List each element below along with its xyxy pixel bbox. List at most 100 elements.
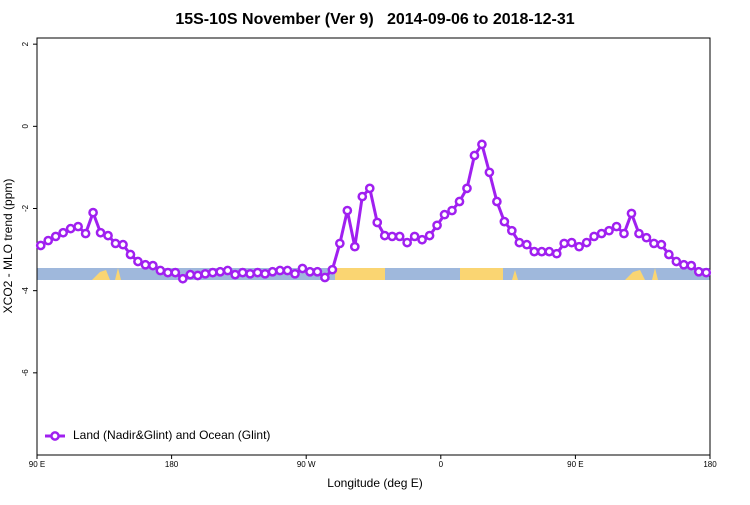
- point: [35, 240, 46, 251]
- point: [417, 234, 427, 245]
- chart-title: 15S-10S November (Ver 9) 2014-09-06 to 2…: [175, 11, 574, 28]
- point: [626, 208, 637, 219]
- point: [267, 266, 278, 277]
- point: [678, 259, 689, 270]
- point: [462, 183, 472, 194]
- point: [521, 239, 532, 250]
- point: [133, 256, 143, 267]
- point: [237, 267, 248, 278]
- point: [95, 227, 106, 238]
- point: [58, 227, 69, 238]
- point: [454, 196, 465, 207]
- point: [589, 231, 599, 242]
- point: [447, 205, 457, 216]
- point: [103, 230, 113, 241]
- point: [686, 260, 697, 271]
- point: [185, 269, 196, 280]
- point: [409, 231, 420, 242]
- point: [297, 263, 308, 274]
- point: [581, 237, 592, 248]
- point: [312, 266, 323, 277]
- point: [649, 238, 659, 249]
- y-tick-label: -2: [21, 204, 30, 212]
- point: [163, 267, 173, 278]
- land-band: [335, 268, 385, 280]
- x-tick-label: 0: [439, 460, 444, 469]
- point: [305, 266, 315, 277]
- point: [177, 273, 188, 284]
- y-tick-label: -4: [21, 287, 30, 295]
- y-tick-label: 2: [21, 41, 30, 46]
- point: [634, 228, 644, 239]
- point: [536, 246, 547, 257]
- land-band: [625, 270, 645, 280]
- point: [215, 266, 226, 277]
- point: [619, 228, 629, 239]
- point: [506, 225, 517, 236]
- point: [559, 238, 570, 249]
- point: [544, 246, 555, 257]
- point: [192, 270, 203, 281]
- point: [379, 230, 390, 241]
- point: [290, 268, 300, 279]
- point: [364, 183, 375, 194]
- point: [155, 265, 166, 276]
- point: [424, 230, 435, 241]
- point: [641, 232, 652, 243]
- point: [551, 248, 562, 259]
- point: [88, 207, 98, 218]
- point: [327, 264, 338, 275]
- x-tick-label: 90 W: [297, 460, 316, 469]
- point: [439, 209, 450, 220]
- plot-frame: [36, 37, 711, 456]
- point: [335, 238, 345, 249]
- x-tick-label: 180: [165, 460, 179, 469]
- point: [118, 239, 128, 250]
- y-tick-label: 0: [21, 124, 30, 129]
- point: [574, 241, 584, 252]
- x-axis-label: Longitude (deg E): [327, 476, 422, 490]
- point: [50, 231, 61, 242]
- legend-label: Land (Nadir&Glint) and Ocean (Glint): [73, 428, 270, 442]
- legend-marker: [50, 431, 60, 441]
- point: [693, 266, 704, 277]
- point: [529, 246, 540, 257]
- point: [477, 139, 487, 150]
- land-band: [652, 268, 658, 280]
- land-band: [115, 268, 121, 280]
- land-ocean-band: [37, 268, 710, 280]
- point: [80, 228, 91, 239]
- point: [140, 259, 151, 270]
- x-tick-label: 90 E: [567, 460, 583, 469]
- point: [372, 217, 383, 228]
- point: [611, 221, 622, 232]
- point: [342, 205, 353, 216]
- point: [357, 191, 368, 202]
- point: [499, 216, 510, 227]
- point: [252, 267, 263, 278]
- point: [656, 239, 667, 250]
- point: [282, 265, 293, 276]
- point: [170, 267, 181, 278]
- point: [73, 221, 83, 232]
- land-band: [92, 270, 110, 280]
- point: [469, 150, 480, 161]
- point: [222, 265, 233, 276]
- point: [387, 231, 398, 242]
- point: [596, 228, 607, 239]
- point: [230, 269, 241, 280]
- point: [110, 238, 121, 249]
- point: [514, 237, 525, 248]
- land-band: [512, 270, 518, 280]
- point: [604, 225, 614, 236]
- point: [402, 237, 412, 248]
- y-axis-label: XCO2 - MLO trend (ppm): [1, 179, 15, 314]
- point: [320, 272, 330, 283]
- point: [701, 267, 712, 278]
- point: [275, 265, 285, 276]
- point: [148, 260, 158, 271]
- point: [671, 256, 682, 267]
- point: [207, 267, 218, 278]
- point: [43, 235, 54, 246]
- point: [260, 268, 270, 279]
